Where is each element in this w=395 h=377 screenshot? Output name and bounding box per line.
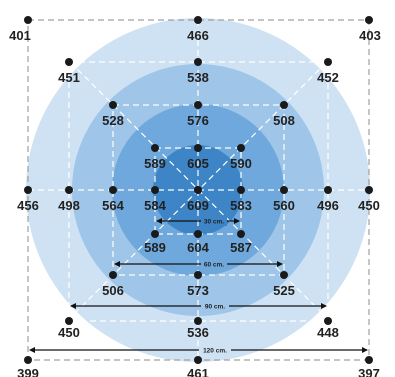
measurement-value-564: 564 (102, 198, 124, 213)
measurement-value-538: 538 (187, 70, 209, 85)
measurement-point-399 (24, 356, 32, 364)
measurement-value-583: 583 (230, 198, 252, 213)
dimension-120-label: 120 cm. (203, 348, 227, 355)
measurement-value-587: 587 (230, 240, 252, 255)
measurement-point-583 (237, 186, 245, 194)
measurement-value-605: 605 (187, 156, 209, 171)
measurement-value-450b: 450 (58, 325, 80, 340)
measurement-value-508: 508 (273, 113, 295, 128)
measurement-point-587 (237, 230, 245, 238)
measurement-point-564 (109, 186, 117, 194)
measurement-value-466: 466 (187, 28, 209, 43)
dimension-90-label-bg (201, 301, 229, 311)
measurement-point-508 (280, 101, 288, 109)
measurement-value-399: 399 (17, 366, 39, 377)
measurement-point-451 (65, 58, 73, 66)
measurement-value-448: 448 (317, 325, 339, 340)
measurement-value-528: 528 (102, 113, 124, 128)
measurement-value-590: 590 (230, 156, 252, 171)
dimension-90-label: 90 cm. (205, 304, 225, 311)
measurement-point-466 (194, 16, 202, 24)
measurement-value-461: 461 (187, 366, 209, 377)
measurement-point-573 (194, 271, 202, 279)
measurement-point-590 (237, 144, 245, 152)
measurement-point-461 (194, 356, 202, 364)
measurement-value-584: 584 (144, 198, 166, 213)
measurement-value-403: 403 (359, 28, 381, 43)
measurement-value-397: 397 (358, 366, 380, 377)
measurement-point-605 (194, 144, 202, 152)
measurement-point-576 (194, 101, 202, 109)
measurement-value-525: 525 (273, 283, 295, 298)
dimension-120: 120 cm. (29, 345, 368, 355)
measurement-point-496 (324, 186, 332, 194)
dimension-120-label-bg (199, 345, 231, 355)
dimension-60-label-bg (201, 259, 227, 269)
dimension-60-label: 60 cm. (204, 262, 224, 269)
measurement-point-560 (280, 186, 288, 194)
measurement-point-450b (65, 317, 73, 325)
measurement-value-589b: 589 (144, 240, 166, 255)
measurement-point-584 (151, 186, 159, 194)
dimension-60: 60 cm. (114, 259, 283, 269)
measurement-point-589b (151, 230, 159, 238)
measurement-point-450a (365, 186, 373, 194)
measurement-value-609: 609 (187, 198, 209, 213)
measurement-point-403 (365, 16, 373, 24)
measurement-value-450a: 450 (358, 198, 380, 213)
measurement-point-397 (365, 356, 373, 364)
dimension-90: 90 cm. (70, 301, 327, 311)
measurement-value-560: 560 (273, 198, 295, 213)
measurement-value-496: 496 (317, 198, 339, 213)
measurement-point-498 (65, 186, 73, 194)
measurement-value-401: 401 (9, 28, 31, 43)
measurement-value-452: 452 (317, 70, 339, 85)
measurement-point-525 (280, 271, 288, 279)
measurement-value-498: 498 (58, 198, 80, 213)
measurement-value-604: 604 (187, 240, 209, 255)
measurement-point-536 (194, 317, 202, 325)
measurement-point-528 (109, 101, 117, 109)
measurement-point-452 (324, 58, 332, 66)
measurement-point-609 (194, 186, 202, 194)
measurement-value-536: 536 (187, 325, 209, 340)
measurement-point-401 (24, 16, 32, 24)
measurement-value-589a: 589 (144, 156, 166, 171)
measurement-value-456: 456 (17, 198, 39, 213)
measurement-value-573: 573 (187, 283, 209, 298)
measurement-point-506 (109, 271, 117, 279)
measurement-point-589a (151, 144, 159, 152)
measurement-point-456 (24, 186, 32, 194)
measurement-point-604 (194, 230, 202, 238)
measurement-value-506: 506 (102, 283, 124, 298)
dimension-30-label-bg (201, 216, 227, 226)
measurement-value-576: 576 (187, 113, 209, 128)
measurement-points: 401 466 403 451 538 452 528 576 508 589 605 590 456 4… (9, 16, 381, 377)
dimension-30: 30 cm. (156, 216, 240, 226)
dimension-30-label: 30 cm. (204, 219, 224, 226)
measurement-point-538 (194, 58, 202, 66)
measurement-value-451: 451 (58, 70, 80, 85)
measurement-point-448 (324, 317, 332, 325)
